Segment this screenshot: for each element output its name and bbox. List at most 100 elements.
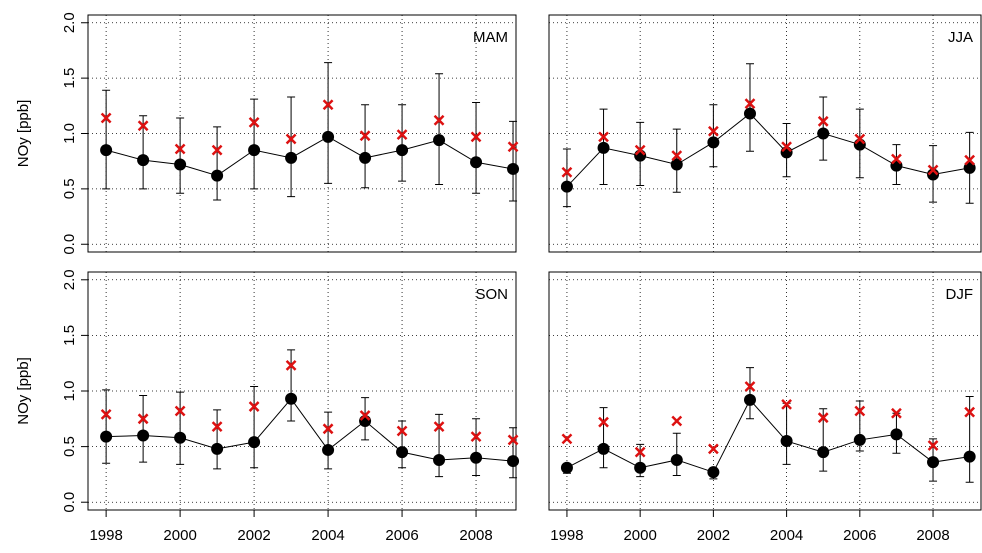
point [137, 429, 150, 442]
x-tick-label: 2000 [623, 527, 656, 544]
panel-label: SON [475, 286, 508, 303]
point [743, 393, 756, 406]
point [285, 151, 298, 164]
cross [598, 131, 609, 143]
cross [964, 154, 976, 166]
error-bar [745, 63, 754, 152]
point [470, 451, 483, 464]
point [359, 151, 372, 164]
cross [285, 133, 297, 145]
cross [781, 141, 792, 153]
cross [433, 421, 445, 432]
y-tick-label: 0.0 [61, 492, 78, 513]
point [963, 450, 976, 463]
cross [470, 131, 482, 143]
cross [744, 381, 756, 392]
cross [561, 166, 573, 178]
panel-frame [548, 14, 982, 253]
error-bar [139, 115, 148, 190]
cross [507, 434, 519, 446]
cross [744, 98, 756, 109]
cross [322, 423, 334, 435]
cross [561, 433, 573, 445]
point [100, 144, 113, 157]
cross [174, 405, 186, 417]
cross [927, 440, 939, 451]
cross [817, 412, 829, 424]
panel-label: DJF [946, 286, 974, 303]
cross [248, 401, 260, 412]
point [560, 180, 573, 193]
y-tick-label: 2.0 [61, 12, 78, 33]
point [560, 461, 573, 474]
error-bar [287, 96, 296, 198]
y-axis-label: NOy [ppb] [15, 357, 32, 425]
cross [322, 99, 334, 111]
series-line [105, 136, 514, 177]
panel: 1998 2000 2002 2004 2006 2008 0.0 0.5 1.0 1.5 2.0 S… [15, 269, 520, 544]
cross [634, 446, 646, 458]
point [743, 107, 756, 120]
error-bar [102, 89, 111, 190]
cross [854, 133, 866, 145]
series-line [566, 112, 970, 188]
error-bar [435, 413, 444, 478]
cross [100, 408, 112, 420]
point [507, 162, 520, 175]
y-tick-label: 0.5 [61, 178, 78, 199]
panel-label: JJA [948, 29, 973, 46]
y-tick-label: 2.0 [61, 269, 78, 290]
x-tick-label: 2008 [459, 527, 492, 544]
error-bar [324, 62, 333, 184]
point [507, 455, 520, 468]
point [174, 158, 187, 171]
cross [964, 406, 976, 418]
panel-frame [548, 271, 982, 511]
error-bar [562, 148, 571, 208]
x-tick-label: 1998 [550, 527, 583, 544]
cross [433, 114, 445, 126]
x-tick-label: 2002 [697, 527, 730, 544]
cross [248, 117, 260, 128]
series-line [566, 399, 970, 473]
error-bar [472, 101, 481, 194]
x-tick-label: 2004 [311, 527, 344, 544]
point [137, 154, 150, 167]
cross [285, 360, 297, 371]
cross [470, 431, 482, 442]
cross [174, 143, 186, 155]
point [248, 144, 261, 157]
y-tick-label: 1.5 [61, 68, 78, 89]
x-tick-label: 2006 [843, 527, 876, 544]
point [211, 442, 224, 455]
cross [781, 398, 792, 410]
point [433, 453, 446, 466]
error-bar [509, 427, 518, 479]
error-bar [139, 394, 148, 463]
point [707, 136, 720, 149]
point [817, 446, 830, 459]
x-tick-label: 2004 [770, 527, 803, 544]
error-bar [435, 73, 444, 185]
x-tick-label: 2000 [163, 527, 196, 544]
x-tick-label: 2008 [916, 527, 949, 544]
point [396, 446, 409, 459]
cross [137, 120, 149, 132]
error-bar [509, 120, 518, 202]
point [853, 433, 866, 446]
point [433, 134, 446, 147]
cross [100, 112, 112, 124]
point [817, 127, 830, 140]
error-bar [287, 349, 296, 422]
error-bar [361, 104, 370, 189]
cross [891, 407, 902, 419]
cross [854, 405, 866, 417]
error-bar [176, 117, 185, 194]
error-bar [102, 389, 111, 464]
point [634, 461, 647, 474]
cross [891, 153, 902, 165]
panel: 1998 2000 2002 2004 2006 2008 DJF [548, 271, 982, 544]
cross [396, 425, 408, 437]
y-axis-label: NOy [ppb] [15, 100, 32, 168]
error-bar [398, 104, 407, 182]
